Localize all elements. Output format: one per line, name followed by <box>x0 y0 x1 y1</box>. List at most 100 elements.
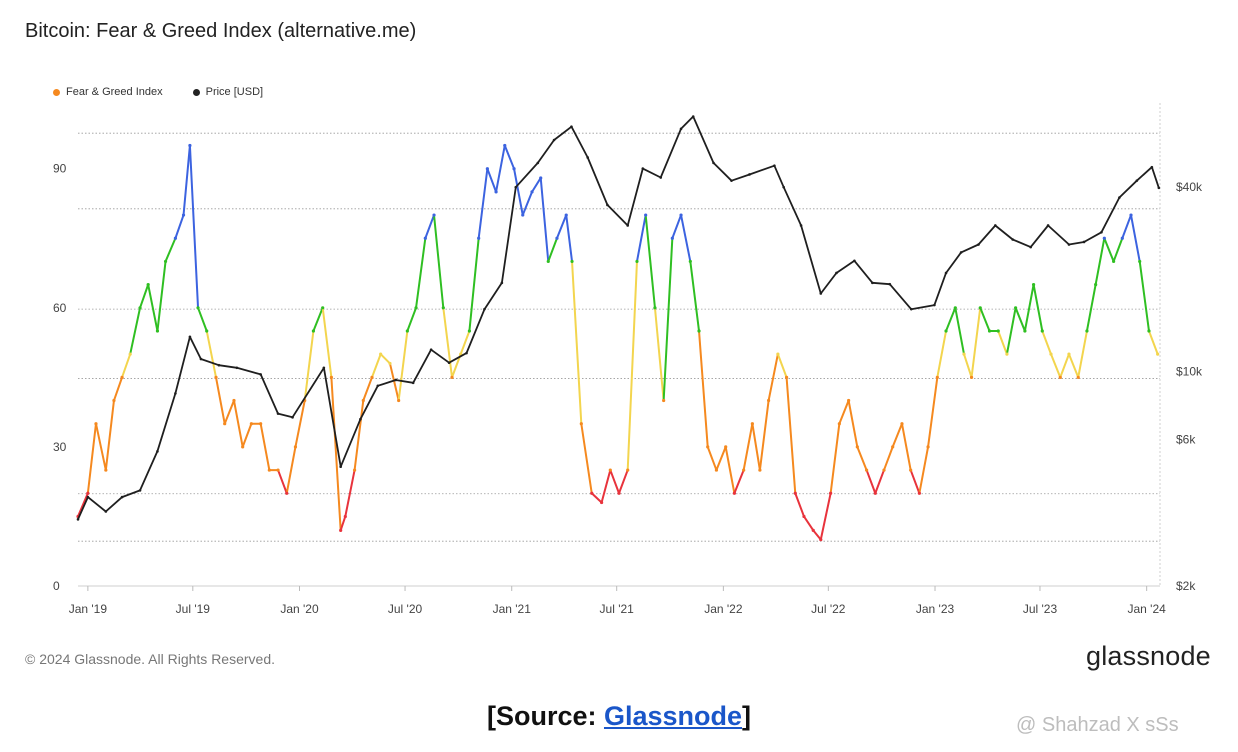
fear-greed-segment <box>662 237 674 402</box>
fear-greed-segment <box>819 492 832 541</box>
fear-greed-point <box>837 422 841 426</box>
fear-greed-segment <box>459 329 471 356</box>
fear-greed-point <box>847 398 851 403</box>
fear-greed-segment <box>653 306 665 402</box>
fear-greed-segment <box>671 214 683 240</box>
fear-greed-segment <box>555 214 568 240</box>
fear-greed-segment <box>344 469 356 518</box>
fear-greed-point <box>944 329 948 333</box>
fear-greed-segment <box>156 260 167 332</box>
fear-greed-segment <box>174 214 185 240</box>
price-point <box>888 282 892 286</box>
fear-greed-point <box>512 167 516 171</box>
y-right-tick-label: $6k <box>1176 433 1196 447</box>
price-point <box>933 303 936 307</box>
fear-greed-segment <box>802 515 815 532</box>
fear-greed-segment <box>94 422 107 472</box>
fear-greed-segment <box>139 283 150 309</box>
price-point <box>411 381 415 385</box>
price-point <box>394 378 398 382</box>
fear-greed-point <box>802 514 806 519</box>
fear-greed-point <box>570 259 574 264</box>
fear-greed-point <box>223 422 227 426</box>
fear-greed-segment <box>415 237 427 309</box>
fear-greed-point <box>600 500 604 505</box>
fear-greed-segment <box>829 422 841 495</box>
price-point <box>944 271 948 275</box>
fear-greed-segment <box>104 399 115 472</box>
price-point <box>641 167 645 170</box>
fear-greed-segment <box>223 399 235 425</box>
fear-greed-point <box>196 306 200 310</box>
x-tick-label: Jan '20 <box>280 602 319 616</box>
fear-greed-segment <box>1067 353 1080 379</box>
price-point <box>871 281 874 285</box>
fear-greed-point <box>793 491 797 495</box>
fear-greed-point <box>112 398 116 403</box>
fear-greed-point <box>163 259 168 264</box>
price-point <box>570 125 573 128</box>
fear-greed-segment <box>503 144 516 170</box>
fear-greed-segment <box>758 399 770 472</box>
fear-greed-segment <box>164 237 177 263</box>
price-point <box>773 164 776 167</box>
legend-item-price[interactable]: Price [USD] <box>192 86 264 98</box>
price-point <box>500 281 504 285</box>
fear-greed-point <box>670 236 674 240</box>
source-link[interactable]: Glassnode <box>603 701 743 731</box>
fear-greed-segment <box>874 469 885 495</box>
chart-legend: Fear & Greed Index Price [USD] <box>53 86 263 98</box>
fear-greed-point <box>361 398 365 403</box>
price-point <box>1100 230 1103 234</box>
fear-greed-segment <box>424 214 436 240</box>
fear-greed-point <box>679 213 683 217</box>
legend-item-fear-greed[interactable]: Fear & Greed Index <box>53 86 163 98</box>
fear-greed-segment <box>1005 306 1017 356</box>
fear-greed-point <box>909 468 913 472</box>
fear-greed-point <box>146 283 150 287</box>
source-line: [Source: Glassnode] <box>0 701 1238 732</box>
fear-greed-segment <box>86 422 97 495</box>
fear-greed-segment <box>565 214 574 263</box>
price-point <box>339 465 342 468</box>
legend-label-price: Price [USD] <box>205 86 264 98</box>
fear-greed-point <box>155 329 160 333</box>
fear-greed-point <box>644 213 648 217</box>
fear-greed-segment <box>847 399 859 448</box>
fear-greed-segment <box>838 399 850 425</box>
fear-greed-point <box>617 491 621 495</box>
fear-greed-point <box>996 329 1000 333</box>
fear-greed-point <box>917 491 921 495</box>
fear-greed-point <box>86 491 90 495</box>
fear-greed-point <box>379 352 383 356</box>
fear-greed-segment <box>330 376 342 532</box>
price-point <box>1067 243 1071 246</box>
fear-greed-segment <box>1112 237 1124 263</box>
x-tick-label: Jul '23 <box>1023 602 1058 616</box>
fear-greed-point <box>1129 213 1133 217</box>
fear-greed-point <box>432 213 436 217</box>
fear-greed-point <box>732 491 736 495</box>
fear-greed-point <box>1102 236 1106 240</box>
fear-greed-point <box>962 352 966 356</box>
fear-greed-point <box>241 445 245 449</box>
fear-greed-segment <box>442 306 454 379</box>
price-point <box>120 495 124 499</box>
fear-greed-segment <box>486 167 498 193</box>
fear-greed-point <box>590 491 594 495</box>
fear-greed-point <box>120 375 124 379</box>
price-point <box>977 243 980 246</box>
fear-greed-segment <box>232 399 244 448</box>
fear-greed-segment <box>927 376 939 448</box>
source-suffix: ] <box>742 701 752 731</box>
price-point <box>835 271 838 275</box>
x-tick-label: Jul '20 <box>388 602 423 616</box>
fear-greed-point <box>94 422 98 426</box>
fear-greed-segment <box>197 306 208 332</box>
price-point <box>959 251 963 254</box>
fear-greed-point <box>276 468 280 472</box>
fear-greed-segment <box>680 214 692 263</box>
fear-greed-segment <box>626 260 638 472</box>
price-point <box>1135 179 1139 182</box>
fear-greed-point <box>829 491 833 495</box>
